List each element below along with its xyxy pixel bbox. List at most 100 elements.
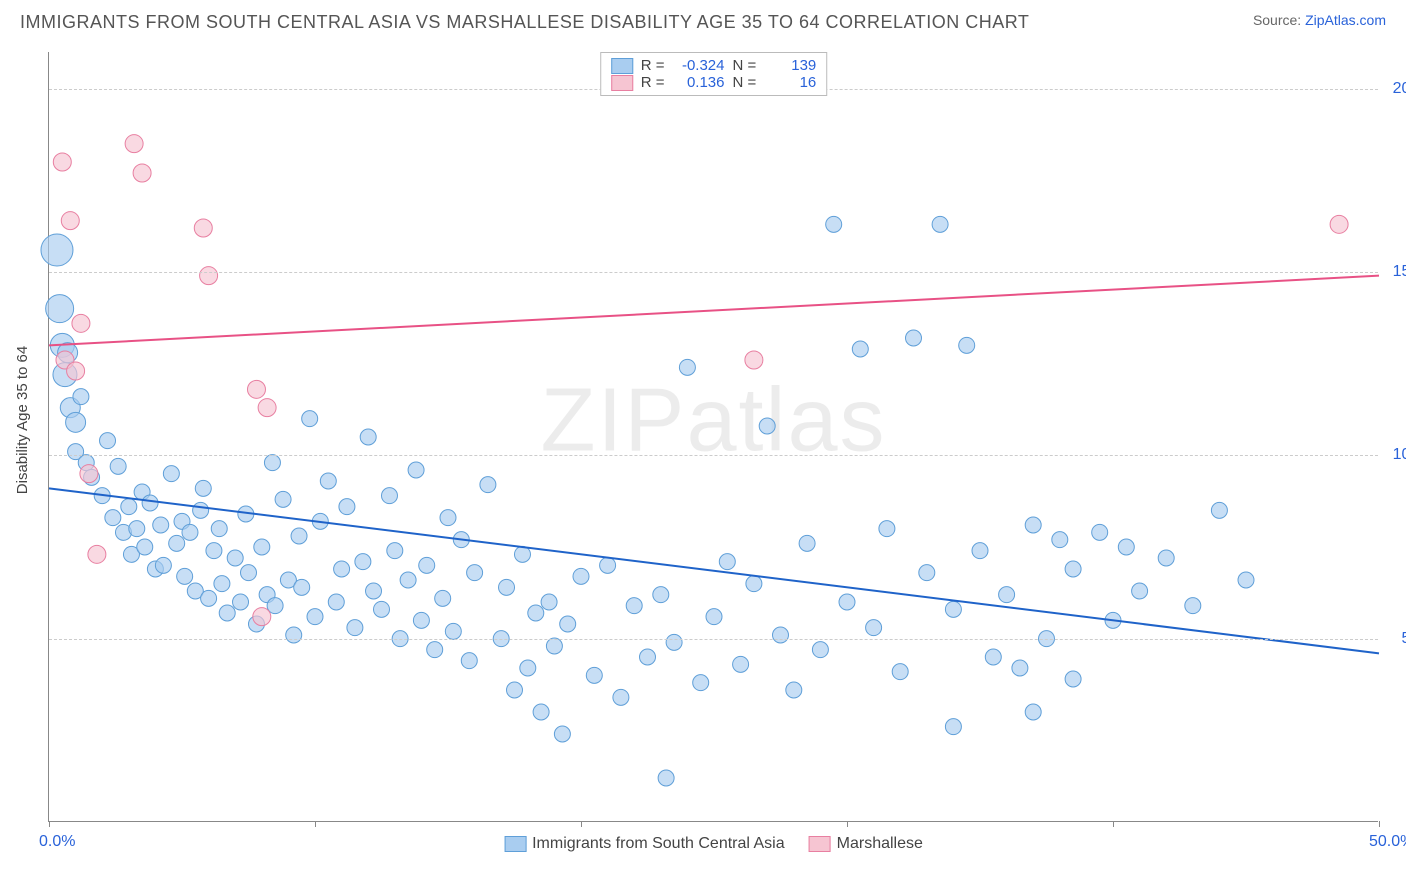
- r-value-2: 0.136: [673, 74, 725, 91]
- data-point: [613, 689, 629, 705]
- x-tick-label: 0.0%: [39, 833, 75, 851]
- data-point: [461, 653, 477, 669]
- data-point: [759, 418, 775, 434]
- n-label: N =: [733, 57, 757, 74]
- data-point: [528, 605, 544, 621]
- data-point: [1025, 517, 1041, 533]
- data-point: [1065, 561, 1081, 577]
- data-point: [211, 521, 227, 537]
- data-point: [706, 609, 722, 625]
- data-point: [799, 535, 815, 551]
- data-point: [879, 521, 895, 537]
- data-point: [520, 660, 536, 676]
- data-point: [129, 521, 145, 537]
- swatch-series-1b: [504, 836, 526, 852]
- data-point: [1158, 550, 1174, 566]
- data-point: [945, 719, 961, 735]
- data-point: [533, 704, 549, 720]
- data-point: [499, 579, 515, 595]
- data-point: [67, 362, 85, 380]
- data-point: [137, 539, 153, 555]
- data-point: [812, 642, 828, 658]
- data-point: [307, 609, 323, 625]
- data-point: [906, 330, 922, 346]
- source-link[interactable]: ZipAtlas.com: [1305, 12, 1386, 28]
- data-point: [679, 359, 695, 375]
- data-point: [264, 455, 280, 471]
- data-point: [1012, 660, 1028, 676]
- data-point: [355, 554, 371, 570]
- y-tick-label: 15.0%: [1393, 263, 1406, 281]
- data-point: [626, 598, 642, 614]
- r-label: R =: [641, 74, 665, 91]
- data-point: [177, 568, 193, 584]
- data-point: [121, 499, 137, 515]
- legend-row-2: R = 0.136 N = 16: [611, 74, 817, 91]
- data-point: [258, 399, 276, 417]
- data-point: [1052, 532, 1068, 548]
- chart-title: IMMIGRANTS FROM SOUTH CENTRAL ASIA VS MA…: [20, 12, 1029, 33]
- data-point: [72, 314, 90, 332]
- data-point: [61, 212, 79, 230]
- data-point: [133, 164, 151, 182]
- data-point: [253, 608, 271, 626]
- data-point: [1025, 704, 1041, 720]
- data-point: [286, 627, 302, 643]
- data-point: [80, 465, 98, 483]
- data-point: [374, 601, 390, 617]
- data-point: [560, 616, 576, 632]
- data-point: [366, 583, 382, 599]
- r-label: R =: [641, 57, 665, 74]
- data-point: [1330, 215, 1348, 233]
- data-point: [163, 466, 179, 482]
- data-point: [546, 638, 562, 654]
- data-point: [1065, 671, 1081, 687]
- series-2-name: Marshallese: [837, 835, 923, 853]
- data-point: [46, 295, 74, 323]
- gridline: [49, 639, 1378, 640]
- data-point: [73, 389, 89, 405]
- x-tick: [847, 821, 848, 827]
- data-point: [1132, 583, 1148, 599]
- data-point: [195, 480, 211, 496]
- data-point: [339, 499, 355, 515]
- n-label: N =: [733, 74, 757, 91]
- data-point: [919, 565, 935, 581]
- data-point: [294, 579, 310, 595]
- data-point: [733, 656, 749, 672]
- data-point: [247, 380, 265, 398]
- data-point: [554, 726, 570, 742]
- data-point: [241, 565, 257, 581]
- swatch-series-2: [611, 75, 633, 91]
- gridline: [49, 455, 1378, 456]
- legend-row-1: R = -0.324 N = 139: [611, 57, 817, 74]
- x-tick: [581, 821, 582, 827]
- data-point: [347, 620, 363, 636]
- data-point: [1118, 539, 1134, 555]
- data-point: [41, 234, 73, 266]
- swatch-series-2b: [809, 836, 831, 852]
- data-point: [839, 594, 855, 610]
- legend-item-2: Marshallese: [809, 835, 923, 853]
- y-axis-title: Disability Age 35 to 64: [14, 346, 31, 494]
- data-point: [1185, 598, 1201, 614]
- data-point: [88, 545, 106, 563]
- data-point: [999, 587, 1015, 603]
- data-point: [852, 341, 868, 357]
- data-point: [381, 488, 397, 504]
- data-point: [653, 587, 669, 603]
- data-point: [194, 219, 212, 237]
- swatch-series-1: [611, 58, 633, 74]
- data-point: [320, 473, 336, 489]
- data-point: [467, 565, 483, 581]
- r-value-1: -0.324: [673, 57, 725, 74]
- data-point: [193, 502, 209, 518]
- data-point: [53, 153, 71, 171]
- data-point: [746, 576, 762, 592]
- data-point: [985, 649, 1001, 665]
- data-point: [786, 682, 802, 698]
- data-point: [100, 433, 116, 449]
- data-point: [826, 216, 842, 232]
- data-point: [360, 429, 376, 445]
- data-point: [125, 135, 143, 153]
